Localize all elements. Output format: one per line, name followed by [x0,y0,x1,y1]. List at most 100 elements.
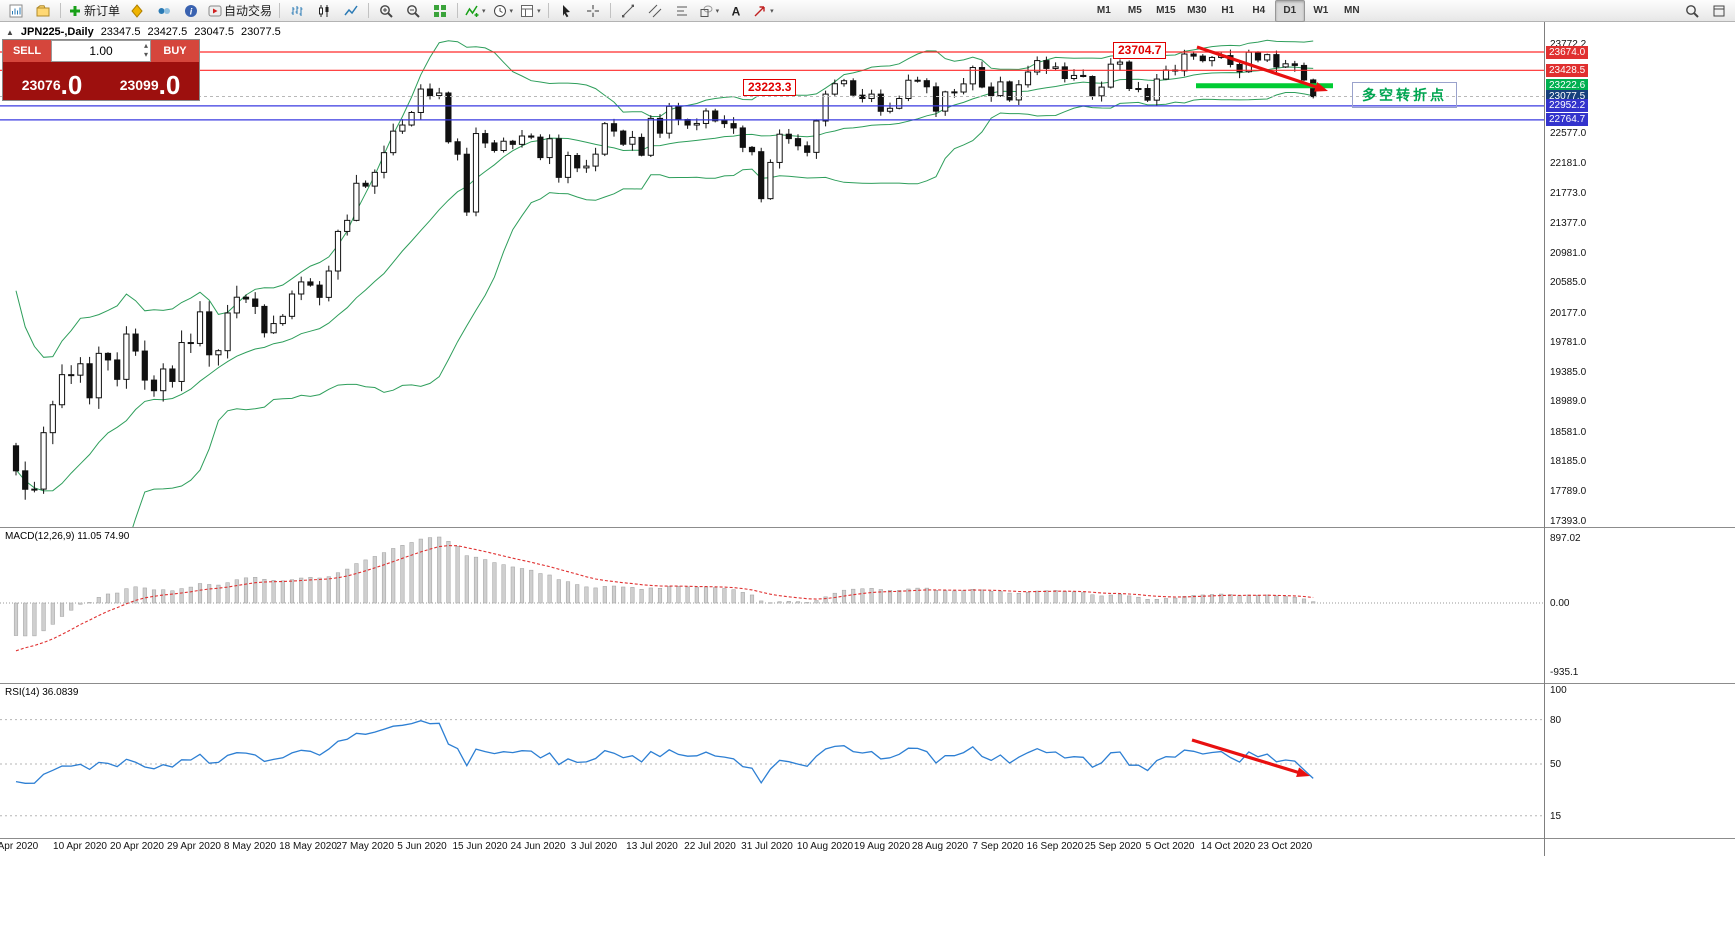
shapes-icon [699,4,713,18]
fibonacci-icon [675,4,689,18]
price-axis-label: 17789.0 [1550,485,1587,497]
date-axis-label: 28 Aug 2020 [911,841,969,852]
rsi-axis-label: 80 [1550,714,1562,726]
turning-point-note[interactable]: 多空转折点 [1352,82,1457,108]
cursor-button[interactable] [553,0,579,22]
date-axis-label: 25 Sep 2020 [1084,841,1142,852]
indicators-icon [465,4,479,18]
price-level-label[interactable]: 23704.7 [1113,42,1167,59]
time-axis-divider [0,838,1735,839]
new-order-button[interactable]: 新订单 [65,0,123,22]
toolbar-separator [547,3,549,18]
tf-d1-button[interactable]: D1 [1274,0,1305,22]
buy-price-display[interactable]: 23099.0 [101,62,199,100]
date-axis-label: 18 May 2020 [279,841,337,852]
sell-price-display[interactable]: 23076.0 [3,62,101,100]
tf-m1-button[interactable]: M1 [1089,0,1119,22]
tf-mn-button[interactable]: MN [1337,0,1367,22]
periods-button[interactable]: ▾ [490,0,517,22]
price-axis-label: 21377.0 [1550,218,1587,230]
symbol-name: JPN225-,Daily [20,26,94,38]
profiles-button[interactable] [30,0,56,22]
buy-price-main: 23099 [119,77,159,93]
price-axis-tag: 23222.6 [1546,79,1589,93]
periods-icon [493,4,507,18]
tf-h1-button-label: H1 [1221,5,1235,16]
new-window-button[interactable] [1706,0,1732,22]
tf-h4-button[interactable]: H4 [1244,0,1274,22]
price-axis-label: 23772.2 [1550,38,1586,51]
cursor-icon [559,4,573,18]
date-axis-label: 20 Apr 2020 [110,841,164,852]
price-axis-tag: 23674.0 [1546,45,1589,59]
chevron-down-icon: ▾ [537,7,541,15]
tf-d1-button-label: D1 [1283,5,1297,16]
bar-chart-button[interactable] [284,0,310,22]
new-order-button-label: 新订单 [84,4,121,18]
community-icon [157,4,171,18]
price-chart-canvas[interactable] [0,22,1544,527]
auto-trading-button-label: 自动交易 [224,4,273,18]
arrows-button[interactable]: ▾ [750,0,777,22]
text-button[interactable]: A [723,0,749,22]
tf-h1-button[interactable]: H1 [1213,0,1243,22]
info-button[interactable]: i [178,0,204,22]
volume-increase-button[interactable]: ▴ [143,41,148,50]
tf-m30-button-label: M30 [1187,5,1207,16]
auto-trading-icon [208,4,222,18]
rsi-panel-divider[interactable] [0,683,1735,684]
tf-m15-button[interactable]: M15 [1151,0,1181,22]
ohlc-high: 23427.5 [147,26,188,38]
zoom-in-button[interactable] [373,0,399,22]
chevron-down-icon: ▾ [509,7,514,15]
templates-button[interactable]: ▾ [517,0,544,22]
fibonacci-button[interactable] [669,0,695,22]
panel-collapse-arrow[interactable]: ▲ [6,27,14,37]
macd-panel-canvas[interactable] [0,528,1544,683]
indicators-button[interactable]: ▾ [462,0,489,22]
date-axis-label: 5 Jun 2020 [397,841,447,852]
shapes-button[interactable]: ▾ [696,0,723,22]
sell-button[interactable]: SELL [3,40,51,62]
search-icon [1685,4,1699,18]
tile-windows-button[interactable] [427,0,453,22]
price-axis-label: 18989.0 [1550,396,1587,408]
buy-button[interactable]: BUY [151,40,199,62]
tf-m30-button[interactable]: M30 [1182,0,1212,22]
date-axis-label: 3 Jul 2020 [570,841,618,852]
volume-decrease-button[interactable]: ▾ [143,50,148,59]
chevron-down-icon: ▾ [770,7,774,15]
tf-m5-button[interactable]: M5 [1120,0,1150,22]
crosshair-icon [586,4,600,18]
buy-price-pips: .0 [158,70,181,100]
new-window-icon [1712,4,1726,18]
volume-input[interactable]: 1.00 ▴ ▾ [51,40,151,62]
favorites-button[interactable] [124,0,150,22]
channel-icon [648,4,662,18]
candle-chart-button[interactable] [311,0,337,22]
price-axis-tag: 22764.7 [1546,113,1589,127]
price-level-label[interactable]: 23223.3 [743,79,797,96]
search-button[interactable] [1679,0,1705,22]
tf-m5-button-label: M5 [1127,5,1142,16]
rsi-indicator-label: RSI(14) 36.0839 [5,687,79,698]
crosshair-button[interactable] [580,0,606,22]
date-axis-label: 7 Sep 2020 [972,841,1024,852]
price-axis-label: 22577.0 [1550,128,1587,140]
rsi-panel-canvas[interactable] [0,684,1544,838]
date-axis-label: 16 Sep 2020 [1026,841,1084,852]
zoom-out-button[interactable] [400,0,426,22]
macd-panel-divider[interactable] [0,527,1735,528]
price-axis-tag: 22952.2 [1546,99,1589,113]
date-axis-label: 14 Oct 2020 [1200,841,1256,852]
rsi-axis-label: 15 [1550,810,1562,822]
community-button[interactable] [151,0,177,22]
trendline-button[interactable] [615,0,641,22]
tf-w1-button[interactable]: W1 [1306,0,1336,22]
new-chart-button[interactable] [3,0,29,22]
auto-trading-button[interactable]: 自动交易 [205,0,275,22]
line-chart-button[interactable] [338,0,364,22]
channel-button[interactable] [642,0,668,22]
date-axis-label: 27 May 2020 [336,841,394,852]
